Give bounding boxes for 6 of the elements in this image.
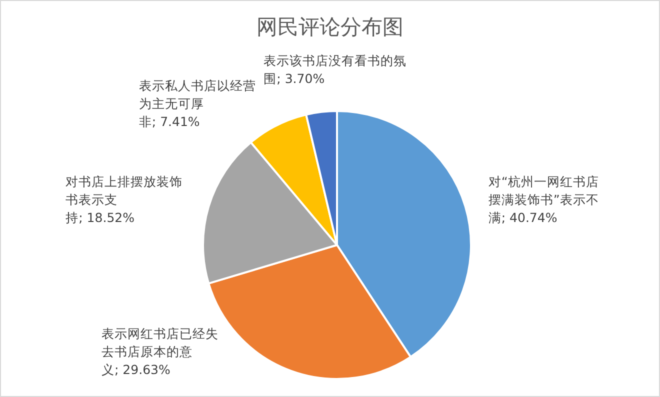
slice-label: 表示网红书店已经失去书店原本的意义; 29.63%: [102, 325, 220, 379]
slice-label: 对书店上排摆放装饰书表示支持; 18.52%: [66, 172, 184, 227]
chart-title: 网民评论分布图: [256, 14, 404, 41]
slice-label: 对“杭州一网红书店摆满装饰书”表示不满; 40.74%: [488, 172, 600, 227]
slice-label: 表示该书店没有看书的氛围; 3.70%: [264, 52, 408, 88]
slice-label: 表示私人书店以经营为主无可厚非; 7.41%: [138, 76, 257, 131]
